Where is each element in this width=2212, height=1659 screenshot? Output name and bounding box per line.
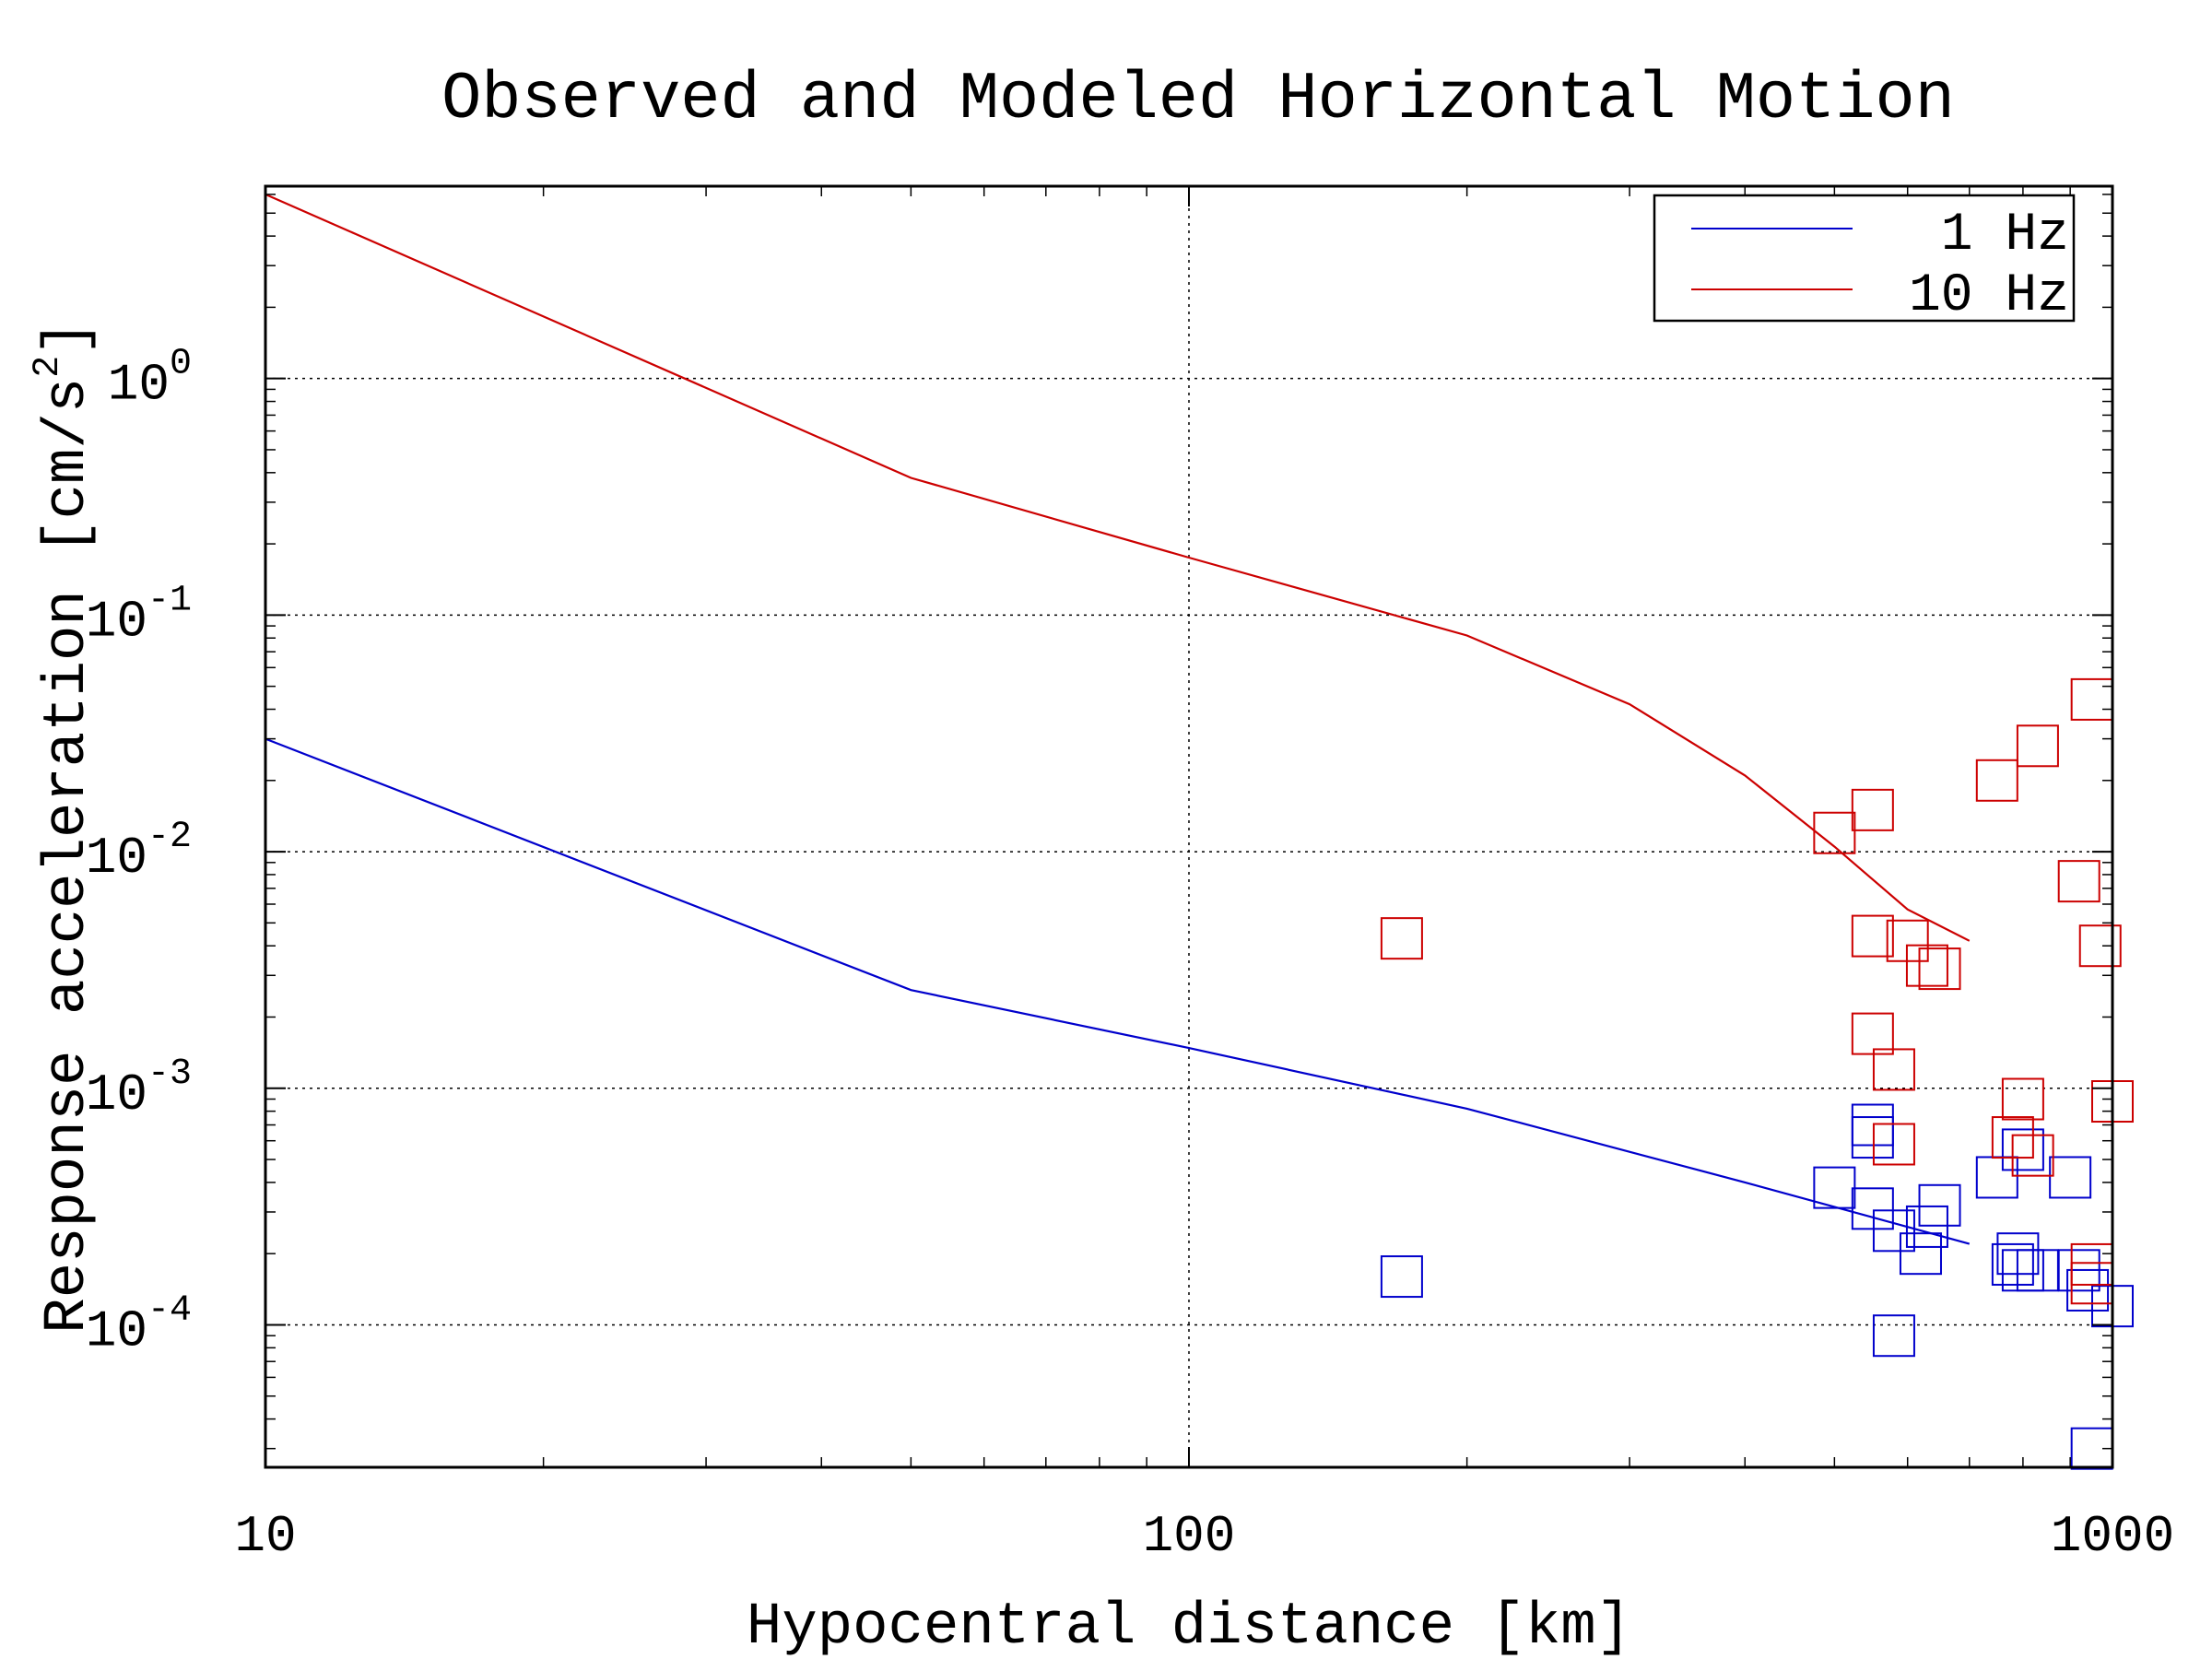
grid	[265, 186, 2112, 1467]
observed-point-10hz	[1851, 1012, 1894, 1055]
observed-point-10hz	[2001, 1077, 2044, 1121]
observed-point-1hz	[1991, 1242, 2034, 1286]
y-tick-base: 10	[86, 1065, 147, 1124]
y-tick-label: 10-4	[86, 1289, 192, 1360]
observed-point-10hz	[2011, 1134, 2054, 1177]
y-tick-base: 10	[86, 592, 147, 651]
y-tick-base: 10	[86, 1301, 147, 1360]
observed-point-1hz	[2049, 1156, 2092, 1199]
y-tick-base: 10	[108, 356, 170, 415]
observed-point-10hz	[1851, 914, 1894, 958]
legend-box	[1653, 194, 2076, 323]
observed-point-10hz	[1380, 917, 1423, 960]
legend: 1 Hz 10 Hz	[1653, 194, 2076, 326]
legend-label-1hz: 1 Hz	[1941, 206, 2069, 265]
model-line-10hz	[265, 193, 1971, 942]
x-axis-label: Hypocentral distance [km]	[747, 1594, 1631, 1659]
y-axis-label: Response acceleration [cm/s2]	[28, 320, 101, 1333]
observed-point-1hz	[1851, 1187, 1894, 1230]
y-axis-label-text: Response acceleration [cm/s	[35, 378, 101, 1334]
observed-point-10hz	[1872, 1048, 1915, 1091]
y-tick-label: 10-1	[86, 580, 192, 651]
x-tick-label: 1000	[2051, 1507, 2174, 1566]
y-tick-exponent: -4	[147, 1289, 192, 1331]
observed-point-10hz	[2070, 677, 2113, 721]
observed-point-1hz	[1851, 1116, 1894, 1159]
observed-point-1hz	[1975, 1156, 2018, 1199]
x-tick-label: 10	[234, 1507, 296, 1566]
observed-point-10hz	[1905, 944, 1948, 987]
y-tick-label: 10-3	[86, 1053, 192, 1124]
model-line-1hz	[265, 737, 1971, 1245]
observed-point-1hz	[1813, 1166, 1856, 1209]
observed-point-1hz	[1872, 1209, 1915, 1253]
observed-point-1hz	[2001, 1128, 2044, 1171]
observed-point-1hz	[1918, 1183, 1961, 1227]
observed-point-10hz	[1918, 947, 1961, 991]
observed-point-1hz	[1905, 1205, 1948, 1248]
observed-point-1hz	[2066, 1268, 2110, 1312]
observed-point-1hz	[1899, 1232, 1942, 1276]
y-tick-exponent: -3	[147, 1053, 192, 1095]
chart-title: Observed and Modeled Horizontal Motion	[441, 62, 1955, 137]
y-tick-label: 10-2	[86, 817, 192, 888]
observed-point-10hz	[1872, 1123, 1915, 1166]
x-tick-label: 100	[1143, 1507, 1236, 1566]
observed-point-10hz	[2016, 724, 2059, 768]
observed-point-1hz	[1872, 1314, 1915, 1358]
y-tick-exponent: -2	[147, 817, 192, 858]
observed-point-10hz	[1851, 788, 1894, 831]
minor-ticks	[265, 186, 2113, 1467]
y-tick-exponent: -1	[147, 580, 192, 621]
observed-point-1hz	[1851, 1103, 1894, 1147]
observed-point-10hz	[1975, 759, 2018, 802]
observed-point-10hz	[2057, 860, 2100, 903]
y-tick-label: 100	[108, 344, 192, 415]
y-axis-label-close: ]	[35, 320, 101, 355]
y-tick-base: 10	[86, 829, 147, 888]
observed-point-10hz	[2078, 924, 2122, 968]
observed-point-10hz	[1813, 811, 1856, 854]
legend-label-10hz: 10 Hz	[1909, 266, 2069, 326]
y-tick-exponent: 0	[170, 344, 192, 385]
y-axis-label-exponent: 2	[28, 356, 69, 378]
observed-point-1hz	[1380, 1255, 1423, 1299]
series-layer	[265, 193, 2134, 1470]
